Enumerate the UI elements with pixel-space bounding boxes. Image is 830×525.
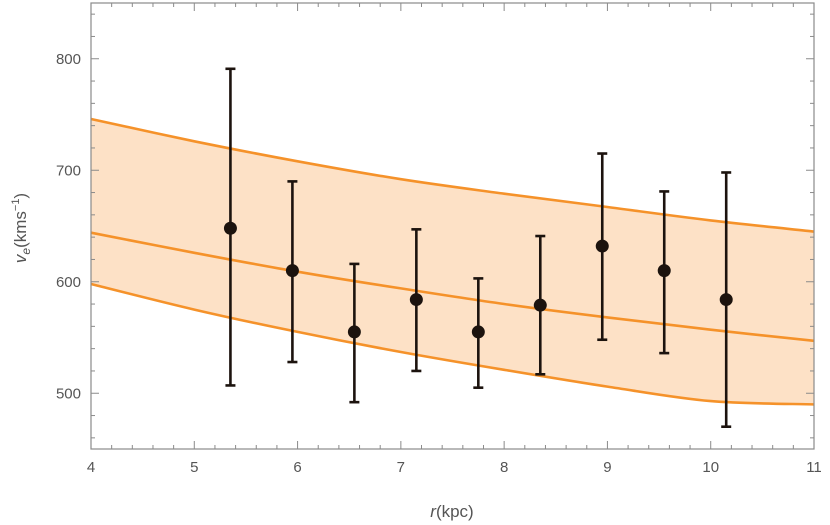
- y-tick-label: 800: [56, 51, 81, 68]
- curve-layer: [90, 117, 815, 406]
- x-tick-label: 10: [702, 459, 719, 476]
- data-point-7: [595, 152, 609, 342]
- plot-frame: [90, 2, 815, 450]
- point-marker: [719, 293, 733, 307]
- y-tick-label: 600: [56, 274, 81, 291]
- points-layer: [223, 67, 733, 429]
- point-marker: [533, 298, 547, 312]
- point-marker: [223, 221, 237, 235]
- confidence-band: [91, 119, 814, 405]
- x-tick-label: 5: [190, 459, 198, 476]
- y-tick-label: 700: [56, 162, 81, 179]
- x-tick-label: 8: [500, 459, 508, 476]
- point-marker: [347, 325, 361, 339]
- x-tick-label: 11: [806, 459, 822, 476]
- data-point-3: [347, 262, 361, 404]
- data-point-6: [533, 234, 547, 376]
- x-axis-label: r(kpc): [430, 502, 473, 521]
- y-tick-label: 500: [56, 385, 81, 402]
- x-tick-label: 9: [603, 459, 611, 476]
- point-marker: [471, 325, 485, 339]
- x-tick-label: 6: [293, 459, 301, 476]
- data-point-4: [409, 228, 423, 373]
- frame-layer: [90, 2, 815, 450]
- data-point-9: [719, 171, 733, 429]
- point-marker: [657, 264, 671, 278]
- data-point-2: [285, 180, 299, 364]
- data-point-8: [657, 190, 671, 355]
- data-point-1: [223, 67, 237, 387]
- data-point-5: [471, 277, 485, 389]
- upper-curve: [90, 117, 815, 233]
- x-tick-label: 7: [397, 459, 405, 476]
- band-layer: [91, 119, 814, 405]
- x-tick-label: 4: [87, 459, 95, 476]
- lower-curve: [90, 282, 815, 406]
- point-marker: [595, 239, 609, 253]
- tick-layer: 4 5 6 7 8 9 10 11 500 600 700 800: [56, 3, 822, 476]
- middle-curve: [90, 231, 815, 343]
- y-axis-label: ve(kms−1): [10, 193, 33, 263]
- point-marker: [285, 264, 299, 278]
- point-marker: [409, 293, 423, 307]
